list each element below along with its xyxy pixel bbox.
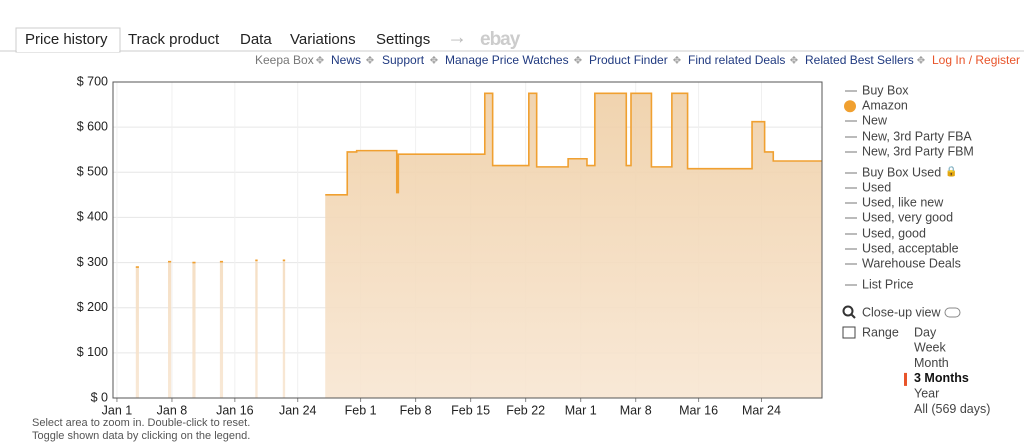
legend-item[interactable]: New xyxy=(862,113,888,127)
tab[interactable]: Settings xyxy=(376,31,430,48)
hint: Toggle shown data by clicking on the leg… xyxy=(32,430,250,442)
separator-icon: ✥ xyxy=(574,56,582,67)
separator-icon: ✥ xyxy=(366,56,374,67)
x-tick-label: Feb 1 xyxy=(345,403,377,417)
calendar-icon xyxy=(842,326,856,339)
y-tick-label: $ 400 xyxy=(77,210,108,224)
lock-icon: 🔒 xyxy=(945,166,957,178)
x-tick-label: Jan 8 xyxy=(157,403,188,417)
y-tick-label: $ 0 xyxy=(91,390,108,404)
nav-link[interactable]: Keepa Box xyxy=(255,53,314,67)
legend-swatch xyxy=(844,100,856,113)
separator-icon: ✥ xyxy=(430,56,438,67)
range-option[interactable]: Day xyxy=(914,325,937,339)
nav-link[interactable]: Product Finder xyxy=(589,53,668,67)
range-selected-marker xyxy=(904,372,907,386)
y-tick-label: $ 500 xyxy=(77,165,108,179)
range-option[interactable]: 3 Months xyxy=(914,371,969,385)
y-tick-label: $ 200 xyxy=(77,300,108,314)
legend-item[interactable]: Buy Box xyxy=(862,83,909,97)
nav-link[interactable]: News xyxy=(331,53,361,67)
nav-link[interactable]: Support xyxy=(382,53,425,67)
y-tick-label: $ 300 xyxy=(77,255,108,269)
x-tick-label: Jan 16 xyxy=(216,403,254,417)
legend-item[interactable]: Used, like new xyxy=(862,195,944,209)
range-option[interactable]: Year xyxy=(914,386,939,400)
legend-item[interactable]: Used, very good xyxy=(862,210,953,224)
hint: Select area to zoom in. Double-click to … xyxy=(32,417,250,429)
tab[interactable]: Price history xyxy=(25,31,108,48)
tab[interactable]: Track product xyxy=(128,31,220,48)
x-tick-label: Mar 16 xyxy=(679,403,718,417)
search-icon xyxy=(850,313,856,319)
y-tick-label: $ 600 xyxy=(77,119,108,133)
x-tick-label: Feb 22 xyxy=(506,403,545,417)
tab[interactable]: Data xyxy=(240,31,272,48)
arrow-icon: → xyxy=(447,26,467,48)
separator-icon: ✥ xyxy=(790,56,798,67)
range-option[interactable]: All (569 days) xyxy=(914,402,990,416)
legend-item[interactable]: Used, good xyxy=(862,226,926,240)
separator-icon: ✥ xyxy=(917,56,925,67)
toggle-icon[interactable] xyxy=(944,307,961,318)
legend-item[interactable]: Used xyxy=(862,180,891,194)
nav-link[interactable]: Find related Deals xyxy=(688,53,785,67)
legend-item[interactable]: New, 3rd Party FBA xyxy=(862,129,972,143)
separator-icon: ✥ xyxy=(316,56,324,67)
x-tick-label: Jan 1 xyxy=(102,403,133,417)
nav-link[interactable]: Related Best Sellers xyxy=(805,53,914,67)
range-option[interactable]: Month xyxy=(914,356,949,370)
legend-item[interactable]: Buy Box Used xyxy=(862,165,941,179)
range-label: Range xyxy=(862,325,899,339)
y-tick-label: $ 100 xyxy=(77,345,108,359)
x-tick-label: Mar 1 xyxy=(565,403,597,417)
range-option[interactable]: Week xyxy=(914,341,946,355)
close-up-toggle[interactable]: Close-up view xyxy=(862,305,941,319)
nav-link[interactable]: Log In / Register xyxy=(932,53,1020,67)
price-area xyxy=(135,93,822,399)
search-icon xyxy=(842,305,854,317)
price-line xyxy=(135,92,822,268)
x-tick-label: Jan 24 xyxy=(279,403,317,417)
legend-item[interactable]: New, 3rd Party FBM xyxy=(862,144,974,158)
ebay-logo[interactable]: ebay xyxy=(480,29,522,50)
legend-item[interactable]: Used, acceptable xyxy=(862,241,959,255)
legend-item[interactable]: Warehouse Deals xyxy=(862,256,961,270)
x-tick-label: Feb 15 xyxy=(451,403,490,417)
y-tick-label: $ 700 xyxy=(77,74,108,88)
legend-item[interactable]: Amazon xyxy=(862,99,908,113)
x-tick-label: Mar 24 xyxy=(742,403,781,417)
tab[interactable]: Variations xyxy=(290,31,356,48)
legend-item[interactable]: List Price xyxy=(862,277,913,291)
x-tick-label: Mar 8 xyxy=(620,403,652,417)
separator-icon: ✥ xyxy=(673,56,681,67)
plot-frame xyxy=(112,81,823,399)
x-tick-label: Feb 8 xyxy=(400,403,432,417)
nav-link[interactable]: Manage Price Watches xyxy=(445,53,569,67)
